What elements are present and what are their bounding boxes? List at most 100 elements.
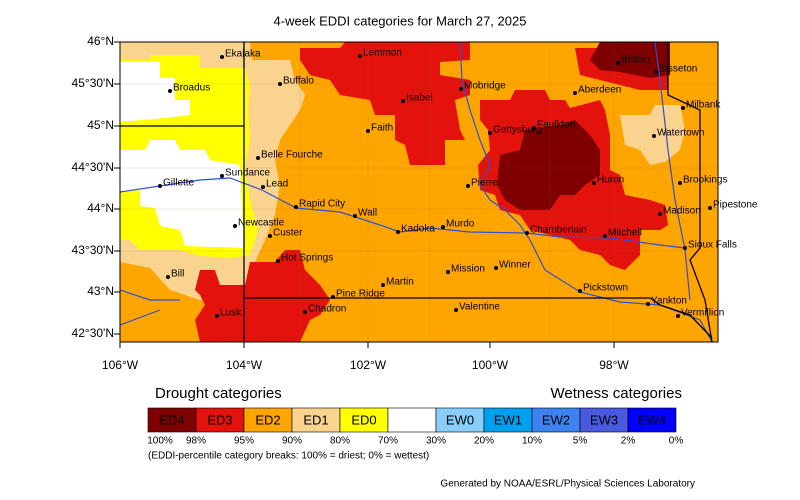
city-dot [366, 129, 370, 133]
lat-label: 45°N [87, 118, 114, 132]
city-dot [654, 70, 658, 74]
city-dot [220, 174, 224, 178]
state-borders [120, 42, 713, 342]
legend-swatch [627, 407, 677, 433]
legend-label: EW3 [590, 412, 618, 427]
city-label: Murdo [446, 219, 475, 230]
city-label: Sundance [225, 168, 270, 179]
city-label: Bill [171, 269, 184, 280]
legend-swatch [483, 407, 533, 433]
city-label: Gettysburg [493, 125, 542, 136]
legend-break: 98% [186, 436, 206, 447]
city-dot [303, 310, 307, 314]
city-dot [441, 225, 445, 229]
city-label: Faulkton [537, 120, 575, 131]
city-label: Lead [266, 179, 288, 190]
river [459, 42, 713, 342]
city-label: Pipestone [713, 200, 758, 211]
city-dot [401, 99, 405, 103]
legend-break: 30% [426, 436, 446, 447]
city-dot [466, 184, 470, 188]
city-label: Chadron [308, 304, 346, 315]
lat-label: 44°N [87, 201, 114, 215]
legend-swatch [243, 407, 293, 433]
region [300, 42, 470, 165]
city-dot [676, 314, 680, 318]
city-dot [215, 314, 219, 318]
city-dot [603, 234, 607, 238]
city-dot [261, 185, 265, 189]
legend-break: 5% [573, 436, 588, 447]
city-label: Chamberlain [530, 225, 587, 236]
city-label: Brookings [683, 175, 727, 186]
city-label: Yankton [651, 296, 687, 307]
city-dot [278, 82, 282, 86]
city-label: Pickstown [583, 283, 628, 294]
city-dot [353, 214, 357, 218]
legend-swatch [147, 407, 197, 433]
city-dot [616, 61, 620, 65]
lat-label: 43°30'N [72, 243, 114, 257]
city-label: Hot Springs [281, 253, 333, 264]
city-dot [708, 206, 712, 210]
region [195, 250, 330, 342]
legend-swatch [339, 407, 389, 433]
city-dot [233, 224, 237, 228]
legend-break: 80% [330, 436, 350, 447]
legend-label: ED4 [159, 412, 184, 427]
city-dot [358, 54, 362, 58]
city-dot [294, 205, 298, 209]
drought-title: Drought categories [155, 385, 282, 402]
legend-label: EW4 [638, 412, 666, 427]
city-label: Sioux Falls [688, 240, 737, 251]
city-label: Rapid City [299, 199, 345, 210]
cities: Ekalaka Lemmon Britton Sisseton Broadus Buffa… [158, 48, 758, 319]
legend-break: 20% [474, 436, 494, 447]
city-label: Madison [663, 206, 701, 217]
wetness-title: Wetness categories [551, 385, 682, 402]
city-dot [658, 212, 662, 216]
lat-label: 44°30'N [72, 160, 114, 174]
map-frame [119, 41, 719, 343]
city-label: Newcastle [238, 218, 285, 229]
city-label: Mobridge [464, 81, 506, 92]
city-dot [573, 91, 577, 95]
city-label: Wall [358, 208, 377, 219]
legend-note: (EDDI-percentile category breaks: 100% =… [148, 451, 429, 462]
city-label: Mitchell [608, 228, 642, 239]
city-label: Watertown [657, 128, 704, 139]
city-label: Gillette [163, 178, 195, 189]
city-label: Belle Fourche [261, 150, 323, 161]
city-label: Lusk [220, 308, 242, 319]
city-dot [276, 259, 280, 263]
city-dot [158, 184, 162, 188]
legend-swatch [387, 407, 437, 433]
city-dot [678, 181, 682, 185]
city-label: Ekalaka [225, 49, 261, 60]
city-dot [525, 231, 529, 235]
legend-break: 10% [522, 436, 542, 447]
lat-label: 45°30'N [72, 76, 114, 90]
legend-break: 95% [234, 436, 254, 447]
legend-label: EW1 [494, 412, 522, 427]
city-dot [681, 106, 685, 110]
legend-label: EW2 [542, 412, 570, 427]
city-dot [532, 126, 536, 130]
lat-label: 42°30'N [72, 326, 114, 340]
city-label: Valentine [459, 302, 500, 313]
city-label: Pine Ridge [336, 289, 385, 300]
credit: Generated by NOAA/ESRL/Physical Sciences… [440, 479, 695, 490]
river [120, 177, 686, 249]
city-dot [459, 87, 463, 91]
city-label: Huron [597, 175, 624, 186]
city-label: Isabel [406, 93, 433, 104]
city-dot [166, 275, 170, 279]
legend-break: 70% [378, 436, 398, 447]
map-title: 4-week EDDI categories for March 27, 202… [274, 13, 527, 28]
city-dot [331, 295, 335, 299]
lat-label: 43°N [87, 284, 114, 298]
lon-label: 98°W [599, 358, 629, 372]
city-dot [446, 270, 450, 274]
legend-swatch [435, 407, 485, 433]
